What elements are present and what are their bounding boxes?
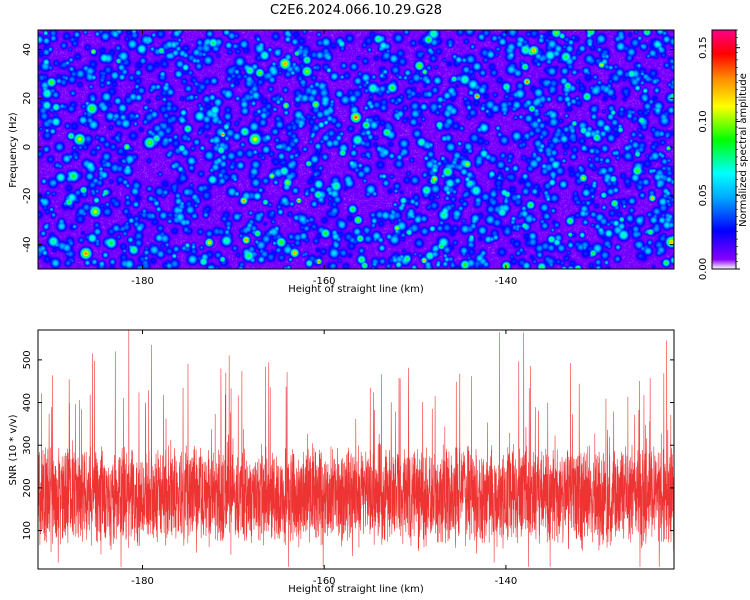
snr-x-tick-label: -140 (495, 576, 518, 587)
colorbar-tick-label: 0.00 (698, 258, 709, 280)
snr-frame (37, 329, 675, 570)
colorbar-tick-label: 0.05 (698, 184, 709, 206)
spectrogram-y-tick-label: 40 (22, 43, 33, 56)
snr-y-tick-label: 500 (22, 350, 33, 369)
spectrogram-x-ticks: -180 -160 -140 (131, 30, 517, 287)
snr-y-tick-label: 300 (22, 436, 33, 455)
snr-y-tick-label: 400 (22, 393, 33, 412)
spectrogram-y-tick-label: 0 (22, 144, 33, 150)
snr-y-label: SNR (10 * v/v) (8, 414, 19, 485)
snr-x-tick-label: -160 (313, 576, 336, 587)
spectrogram-y-tick-label: -40 (22, 236, 33, 252)
snr-y-ticks: 100 200 300 400 500 (22, 350, 674, 540)
figure-title: C2E6.2024.066.10.29.G28 (270, 3, 442, 18)
spectrogram-x-tick-label: -160 (313, 276, 336, 287)
snr-y-tick-label: 100 (22, 521, 33, 540)
snr-y-tick-label: 200 (22, 478, 33, 497)
spectrogram-x-label: Height of straight line (km) (288, 284, 424, 295)
snr-series-line (38, 330, 674, 567)
colorbar-gradient (711, 29, 737, 270)
spectrogram-panel: -180 -160 -140 -40 -20 0 20 40 Height of strai… (8, 29, 675, 295)
spectrogram-x-tick-label: -180 (131, 276, 154, 287)
snr-x-label: Height of straight line (km) (288, 584, 424, 595)
spectrogram-y-tick-label: -20 (22, 188, 33, 204)
snr-x-tick-label: -180 (131, 576, 154, 587)
colorbar-tick-label: 0.10 (698, 110, 709, 132)
spectrogram-x-tick-label: -140 (495, 276, 518, 287)
colorbar-tick-label: 0.15 (698, 37, 709, 59)
snr-x-ticks: -180 -160 -140 (131, 330, 517, 587)
colorbar-ticks: 0.00 0.05 0.10 0.15 (698, 29, 740, 280)
colorbar: 0.00 0.05 0.10 0.15 Normalized spectral amp… (698, 29, 749, 280)
colorbar-label: Normalized spectral amplitude (738, 73, 749, 227)
spectrogram-frame (37, 29, 675, 270)
spectrogram-y-tick-label: 20 (22, 92, 33, 105)
spectrogram-heatmap (38, 30, 674, 269)
spectrogram-y-ticks: -40 -20 0 20 40 (22, 43, 674, 253)
spectrogram-y-label: Frequency (Hz) (8, 112, 19, 188)
snr-panel: -180 -160 -140 100 200 300 400 500 Height of s… (8, 329, 675, 595)
